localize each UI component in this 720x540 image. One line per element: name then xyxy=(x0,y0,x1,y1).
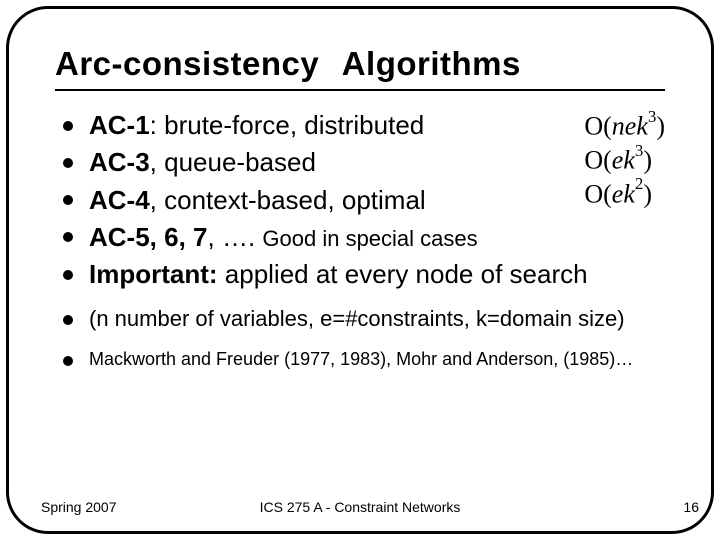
bullet-ac4: AC-4, context-based, optimal xyxy=(55,184,665,217)
bullet-text: , context-based, optimal xyxy=(150,185,426,215)
content-area: O(nek3) O(ek3) O(ek2) AC-1: brute-force,… xyxy=(55,109,665,371)
bullet-prefix: AC-1 xyxy=(89,110,150,140)
spacer xyxy=(55,295,665,305)
title-divider xyxy=(55,89,665,91)
bullet-references: Mackworth and Freuder (1977, 1983), Mohr… xyxy=(55,348,665,371)
slide-frame: Arc-consistency Algorithms O(nek3) O(ek3… xyxy=(6,6,714,534)
spacer xyxy=(55,338,665,348)
bullet-list-tertiary: Mackworth and Freuder (1977, 1983), Mohr… xyxy=(55,348,665,371)
bullet-text: Mackworth and Freuder (1977, 1983), Mohr… xyxy=(89,349,633,369)
bullet-list: AC-1: brute-force, distributed AC-3, que… xyxy=(55,109,665,291)
bullet-prefix: Important: xyxy=(89,259,218,289)
slide: Arc-consistency Algorithms O(nek3) O(ek3… xyxy=(0,0,720,540)
footer-left: Spring 2007 xyxy=(41,499,117,515)
bullet-text: applied at every node of search xyxy=(218,259,588,289)
bullet-ac567: AC-5, 6, 7, …. Good in special cases xyxy=(55,221,665,254)
bullet-prefix: AC-5, 6, 7 xyxy=(89,222,208,252)
bullet-prefix: AC-3 xyxy=(89,147,150,177)
bullet-text: , …. xyxy=(208,222,263,252)
bullet-ac1: AC-1: brute-force, distributed xyxy=(55,109,665,142)
bullet-text: : brute-force, distributed xyxy=(150,110,425,140)
slide-title: Arc-consistency Algorithms xyxy=(55,45,665,83)
slide-footer: Spring 2007 ICS 275 A - Constraint Netwo… xyxy=(9,499,711,515)
bullet-important: Important: applied at every node of sear… xyxy=(55,258,665,291)
bullet-prefix: AC-4 xyxy=(89,185,150,215)
bullet-list-secondary: (n number of variables, e=#constraints, … xyxy=(55,305,665,334)
bullet-ac3: AC-3, queue-based xyxy=(55,146,665,179)
footer-page-number: 16 xyxy=(683,499,699,515)
bullet-text: (n number of variables, e=#constraints, … xyxy=(89,306,625,331)
bullet-subtext: Good in special cases xyxy=(262,226,477,251)
bullet-legend: (n number of variables, e=#constraints, … xyxy=(55,305,665,334)
bullet-text: , queue-based xyxy=(150,147,316,177)
